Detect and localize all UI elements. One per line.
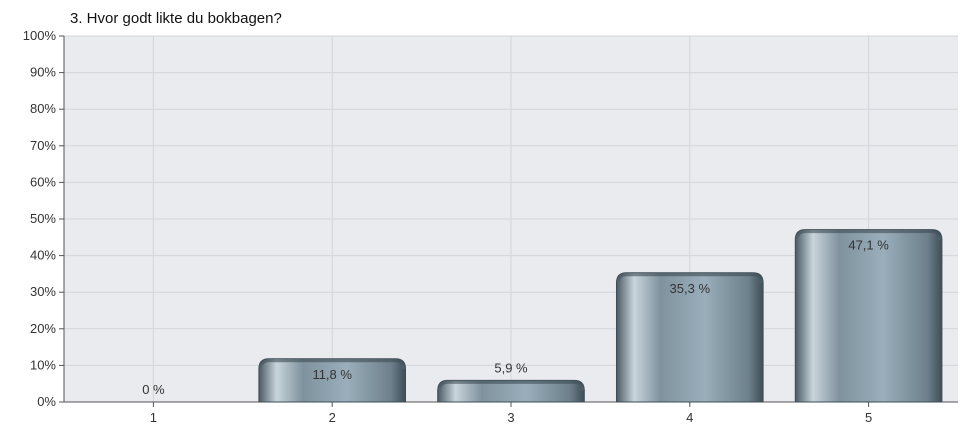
y-tick-label: 20% xyxy=(30,321,56,336)
x-tick-label: 2 xyxy=(329,410,336,425)
y-axis: 0% 10% 20% 30% 40% 50% 60% 70% 80% 90% 100% xyxy=(23,28,65,409)
y-tick-label: 10% xyxy=(30,357,56,372)
data-label: 5,9 % xyxy=(494,360,528,375)
y-tick-label: 60% xyxy=(30,174,56,189)
bars xyxy=(258,229,943,403)
x-tick-label: 5 xyxy=(865,410,872,425)
y-tick-label: 30% xyxy=(30,284,56,299)
data-label: 47,1 % xyxy=(848,238,889,253)
data-label: 35,3 % xyxy=(670,281,711,296)
grid-lines xyxy=(64,35,958,403)
y-tick-label: 0% xyxy=(37,394,56,409)
x-tick-label: 1 xyxy=(150,410,157,425)
y-tick-label: 80% xyxy=(30,101,56,116)
x-axis: 1 2 3 4 5 xyxy=(64,401,958,425)
bar-top-highlight xyxy=(795,230,942,240)
bar xyxy=(615,272,764,403)
data-label: 0 % xyxy=(142,382,165,397)
data-labels: 0 % 11,8 % 5,9 % 35,3 % 47,1 % xyxy=(142,238,889,397)
y-tick-label: 70% xyxy=(30,138,56,153)
y-tick-label: 50% xyxy=(30,211,56,226)
x-tick-label: 3 xyxy=(507,410,514,425)
chart-title: 3. Hvor godt likte du bokbagen? xyxy=(70,10,282,27)
y-tick-label: 90% xyxy=(30,65,56,80)
y-tick-label: 100% xyxy=(23,28,57,43)
data-label: 11,8 % xyxy=(312,367,352,382)
bar-top-highlight xyxy=(616,273,763,283)
bar xyxy=(437,379,585,403)
bar-top-highlight xyxy=(259,359,406,369)
bar xyxy=(258,358,407,403)
bar-top-highlight xyxy=(438,380,584,391)
x-tick-label: 4 xyxy=(686,410,693,425)
bar xyxy=(794,229,943,403)
y-tick-label: 40% xyxy=(30,248,56,263)
